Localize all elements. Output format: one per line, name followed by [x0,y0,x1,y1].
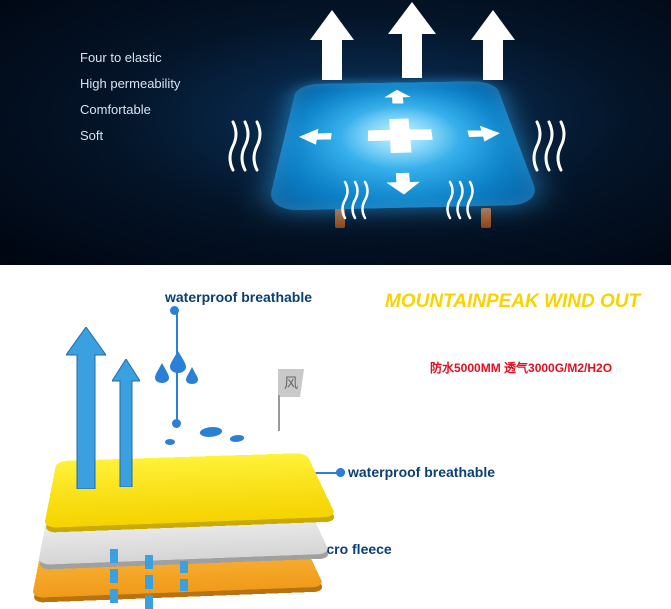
feature-item: Four to elastic [80,45,180,71]
flag-pole [278,395,280,431]
feature-item: Comfortable [80,97,180,123]
product-spec: 防水5000MM 透气3000G/M2/H2O [430,359,612,376]
center-glow [337,105,468,171]
wind-wave-icon [340,180,374,227]
label-mid-layer: waterproof breathable [348,464,495,480]
top-panel: Four to elastic High permeability Comfor… [0,0,671,265]
arrow-down-icon [386,169,421,195]
wind-flag-icon: 风 [278,369,304,397]
bottom-panel: MOUNTAINPEAK WIND OUT 防水5000MM 透气3000G/M… [0,265,671,609]
feature-item: Soft [80,123,180,149]
label-top-layer: waterproof breathable [165,289,312,305]
vapor-arrow-icon [388,2,436,78]
vapor-arrow-icon [112,359,140,492]
water-drop-icon [170,351,186,373]
membrane-square [267,81,541,211]
feature-item: High permeability [80,71,180,97]
arrow-left-icon [297,128,337,145]
water-drop-icon [186,367,198,384]
arrow-up-icon [384,90,412,106]
wind-wave-icon [227,120,267,179]
water-drop-icon [155,363,169,383]
feature-list: Four to elastic High permeability Comfor… [80,45,180,149]
vapor-arrow-icon [66,327,106,494]
water-puddle-icon [229,435,246,442]
water-puddle-icon [198,427,224,437]
water-puddle-icon [165,439,175,445]
product-title: MOUNTAINPEAK WIND OUT [385,291,640,313]
wind-wave-icon [531,120,571,179]
arrow-right-icon [461,125,502,141]
breathable-square-diagram [235,20,555,240]
support-leg [481,208,491,228]
wind-wave-icon [445,180,479,227]
vapor-arrow-icon [471,10,515,80]
vapor-arrow-icon [310,10,354,80]
